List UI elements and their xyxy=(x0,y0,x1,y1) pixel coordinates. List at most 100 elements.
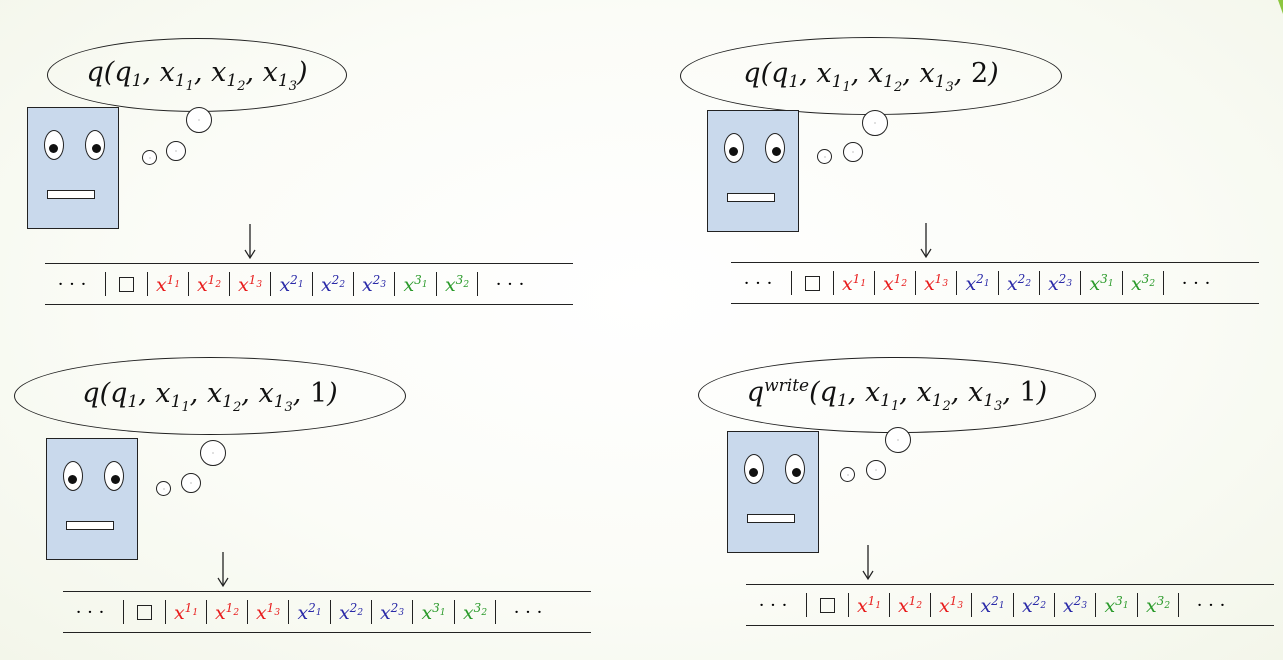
robot-pupil xyxy=(729,147,738,156)
thought-dot xyxy=(166,141,186,161)
tape-cell-blank xyxy=(806,593,848,617)
thought-dot xyxy=(885,427,911,453)
tape-left-ellipsis: · · · xyxy=(758,594,788,616)
tape-cell: x 31 xyxy=(412,600,454,624)
robot-eye-left xyxy=(63,461,83,491)
turing-tape: · · · x 11 x 12 x 13 x 21 x 22 x 23 x 31 x 32 · · · xyxy=(746,584,1274,626)
panel-bottom-right: qwrite(q1, x11, x12, x13, 1) · · · x 11 x 12 x… xyxy=(0,0,1274,626)
state-formula: q(q1, x11, x12, x13) xyxy=(86,56,308,94)
thought-dot xyxy=(817,149,832,164)
down-arrow-icon xyxy=(244,224,256,260)
blank-square-symbol xyxy=(137,605,152,620)
tape-cell: x 32 xyxy=(1137,593,1178,617)
tape-cell: x 23 xyxy=(1039,271,1080,295)
thought-dot xyxy=(186,107,212,133)
robot-mouth xyxy=(66,521,114,530)
tape-cell: x 21 xyxy=(971,593,1013,617)
robot-face-icon xyxy=(707,110,799,232)
robot-mouth xyxy=(727,193,775,202)
state-argument: x11 xyxy=(159,56,194,94)
state-bubble: qwrite(q1, x11, x12, x13, 1) xyxy=(698,357,1096,433)
state-argument: x11 xyxy=(816,57,851,95)
tape-cell: x 21 xyxy=(956,271,998,295)
thought-dot xyxy=(156,481,171,496)
state-bubble: q(q1, x11, x12, x13, 1) xyxy=(14,357,406,435)
state-extra-argument: 1 xyxy=(309,377,328,409)
state-superscript: write xyxy=(764,376,810,396)
state-argument: x12 xyxy=(206,377,242,415)
panel-top-left: q(q1, x11, x12, x13) · · · x 11 x 12 x 13 x 21 x 22… xyxy=(0,0,573,305)
tape-left-ellipsis: · · · xyxy=(743,272,773,294)
robot-eye-right xyxy=(785,454,805,484)
robot-pupil xyxy=(772,147,781,156)
state-symbol: q xyxy=(743,57,761,89)
state-argument: x13 xyxy=(258,377,293,415)
tape-cell-blank xyxy=(123,600,165,624)
tape-cell-blank xyxy=(105,272,147,296)
panel-bottom-left: q(q1, x11, x12, x13, 1) · · · x 11 x 12 x 13 x 21… xyxy=(0,0,591,633)
state-argument: q1 xyxy=(771,57,800,92)
tape-cell: x 11 xyxy=(147,272,188,296)
tape-cell-divider xyxy=(477,272,478,296)
tape-cell: x 32 xyxy=(436,272,477,296)
tape-cell: x 11 xyxy=(833,271,874,295)
tape-cell: x 12 xyxy=(206,600,247,624)
robot-pupil xyxy=(49,144,58,153)
state-symbol: q xyxy=(82,377,100,409)
tape-cell-divider xyxy=(1163,271,1164,295)
down-arrow-icon xyxy=(920,223,932,259)
tape-cell: x 11 xyxy=(165,600,206,624)
down-arrow-icon xyxy=(217,552,229,588)
tape-cell: x 32 xyxy=(1122,271,1163,295)
blank-square-symbol xyxy=(820,598,835,613)
robot-face-icon xyxy=(27,107,119,229)
thought-dot xyxy=(142,150,157,165)
tape-cell: x 32 xyxy=(454,600,495,624)
tape-cell: x 21 xyxy=(270,272,312,296)
state-argument: x11 xyxy=(155,377,190,415)
down-arrow-icon xyxy=(862,545,874,581)
thought-dot xyxy=(840,467,855,482)
robot-eye-left xyxy=(744,454,764,484)
tape-cell: x 23 xyxy=(353,272,394,296)
state-argument: x12 xyxy=(916,377,951,414)
turing-tape: · · · x 11 x 12 x 13 x 21 x 22 x 23 x 31 x 32 · · · xyxy=(63,591,591,633)
tape-right-ellipsis: · · · xyxy=(513,601,543,623)
state-symbol: q xyxy=(746,377,765,408)
thought-dot xyxy=(200,440,226,466)
state-formula: q(q1, x11, x12, x13, 2) xyxy=(743,57,999,95)
robot-pupil xyxy=(749,468,758,477)
tape-cell: x 22 xyxy=(1013,593,1054,617)
robot-eye-left xyxy=(44,130,64,160)
robot-pupil xyxy=(92,144,101,153)
state-argument: x13 xyxy=(967,377,1003,414)
tape-cell: x 22 xyxy=(312,272,353,296)
state-bubble: q(q1, x11, x12, x13, 2) xyxy=(680,37,1062,115)
tape-cell: x 13 xyxy=(229,272,270,296)
tape-cell: x 23 xyxy=(371,600,412,624)
thought-dot xyxy=(843,142,863,162)
state-bubble: q(q1, x11, x12, x13) xyxy=(47,38,347,112)
tape-cell: x 23 xyxy=(1054,593,1095,617)
state-argument: x13 xyxy=(262,56,297,94)
state-argument: q1 xyxy=(110,377,139,412)
corner-accent xyxy=(1278,0,1283,14)
tape-cell-divider xyxy=(1178,593,1179,617)
turing-tape: · · · x 11 x 12 x 13 x 21 x 22 x 23 x 31 x 32 · · · xyxy=(45,263,573,305)
robot-mouth xyxy=(747,514,795,523)
turing-tape: · · · x 11 x 12 x 13 x 21 x 22 x 23 x 31 x 32 · · · xyxy=(731,262,1259,304)
state-formula: qwrite(q1, x11, x12, x13, 1) xyxy=(746,376,1048,414)
robot-eye-right xyxy=(85,130,105,160)
state-argument: x11 xyxy=(864,377,900,414)
tape-right-ellipsis: · · · xyxy=(495,273,525,295)
robot-mouth xyxy=(47,190,95,199)
tape-cell: x 12 xyxy=(889,593,930,617)
tape-cell: x 31 xyxy=(1080,271,1122,295)
thought-dot xyxy=(181,473,201,493)
state-argument: x12 xyxy=(211,56,246,94)
state-argument: x12 xyxy=(867,57,903,95)
tape-cell: x 13 xyxy=(247,600,288,624)
tape-cell: x 21 xyxy=(288,600,330,624)
tape-cell: x 11 xyxy=(848,593,889,617)
tape-cell: x 12 xyxy=(874,271,915,295)
